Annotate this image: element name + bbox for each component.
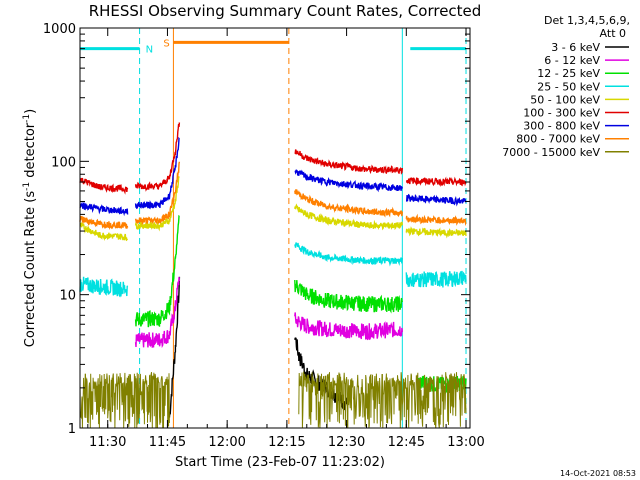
series-2-segment-1 [294,279,403,314]
series-4-segment-2 [294,203,403,231]
series-1 [134,277,403,349]
plot-frame [79,27,471,429]
series-6-segment-3 [405,193,467,207]
series-layer [79,122,467,429]
x-tick-label-3: 12:15 [268,435,305,450]
series-4-segment-0 [79,221,129,242]
x-tick-label-5: 12:45 [388,435,425,450]
x-tick-label-6: 13:00 [447,435,484,450]
legend-label-7: 800 - 7000 keV [516,133,600,146]
legend-label-3: 25 - 50 keV [537,80,600,93]
y-axis-label-exp1: -1 [22,182,32,191]
chart-title: RHESSI Observing Summary Count Rates, Co… [89,2,482,20]
x-tick-label-1: 11:45 [149,435,186,450]
series-7-segment-3 [405,213,467,227]
series-4-segment-3 [405,226,467,239]
series-6-segment-1 [134,136,180,210]
y-tick-label-3: 1000 [43,22,76,37]
y-tick-label-0: 1 [68,422,76,437]
legend-label-6: 300 - 800 keV [523,120,600,133]
series-7-segment-1 [134,161,181,226]
series-8-segment-1 [298,371,467,429]
legend-label-2: 12 - 25 keV [537,67,600,80]
series-5-segment-2 [294,149,403,175]
legend-label-8: 7000 - 15000 keV [502,146,600,159]
series-0-segment-0 [168,276,181,418]
series-5-segment-1 [134,122,181,192]
series-3-segment-1 [294,242,403,267]
y-axis-label-exp2: -1 [22,114,32,123]
series-8-segment-0 [79,372,170,429]
series-1-segment-1 [294,312,403,341]
saa-flag-label: S [163,38,169,49]
legend-detector-line: Det 1,3,4,5,6,9, [544,14,630,27]
legend-label-4: 50 - 100 keV [530,93,600,106]
x-axis-label: Start Time (23-Feb-07 11:23:02) [175,455,385,470]
y-axis-label-close: ) [23,109,38,114]
series-3-segment-0 [79,276,129,298]
night-flag-label: N [146,45,153,56]
x-tick-label-0: 11:30 [89,435,126,450]
x-tick-label-4: 12:30 [328,435,365,450]
y-tick-label-2: 100 [51,155,76,170]
y-axis-label-main: Corrected Count Rate (s [23,191,38,348]
series-5-segment-3 [405,176,467,187]
series-8 [79,371,467,429]
series-6 [79,136,467,217]
y-axis-label: Corrected Count Rate (s-1 detector-1) [22,109,38,347]
series-1-segment-0 [134,277,181,349]
series-3 [79,242,467,298]
series-6-segment-0 [79,201,129,217]
series-5 [79,122,467,195]
series-2-segment-0 [134,214,180,328]
x-axis: 11:30 11:45 12:00 12:15 12:30 12:45 13:00 [87,28,485,450]
series-7-segment-0 [79,215,129,230]
series-5-segment-0 [79,177,129,195]
legend-attenuator-line: Att 0 [600,27,626,40]
series-3-segment-2 [405,270,467,288]
generation-timestamp: 14-Oct-2021 08:53 [560,469,636,478]
series-4 [79,176,467,242]
y-axis: 1 10 100 1000 [43,22,470,437]
legend-label-0: 3 - 6 keV [551,41,600,54]
y-tick-label-1: 10 [59,289,76,304]
y-axis-label-tail: detector [23,122,38,182]
legend-label-5: 100 - 300 keV [523,107,600,120]
legend-label-1: 6 - 12 keV [544,54,600,67]
x-tick-label-2: 12:00 [208,435,245,450]
series-7-segment-2 [294,189,403,218]
series-7 [79,161,467,230]
series-6-segment-2 [294,169,403,193]
